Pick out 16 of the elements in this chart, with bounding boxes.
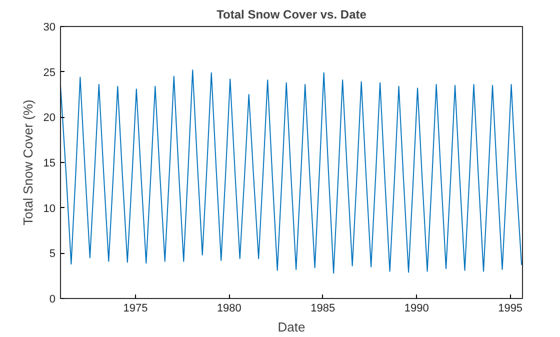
x-axis-title: Date xyxy=(278,320,306,334)
x-tick-label: 1980 xyxy=(216,302,242,314)
y-axis-title: Total Snow Cover (%) xyxy=(20,100,36,226)
y-tick-label: 15 xyxy=(43,158,56,170)
y-tick-label: 30 xyxy=(43,22,56,34)
y-tick-label: 0 xyxy=(49,294,56,306)
line-series xyxy=(60,70,522,274)
chart-title: Total Snow Cover vs. Date xyxy=(216,8,367,22)
x-tick-label: 1985 xyxy=(310,302,336,314)
x-tick-label: 1975 xyxy=(123,302,148,314)
y-tick-label: 20 xyxy=(43,112,56,124)
x-tick-label: 1990 xyxy=(404,302,429,314)
y-tick-label: 5 xyxy=(49,248,56,260)
y-tick-label: 10 xyxy=(43,202,56,215)
y-tick-label: 25 xyxy=(43,66,56,79)
x-tick-label: 1995 xyxy=(498,302,523,314)
